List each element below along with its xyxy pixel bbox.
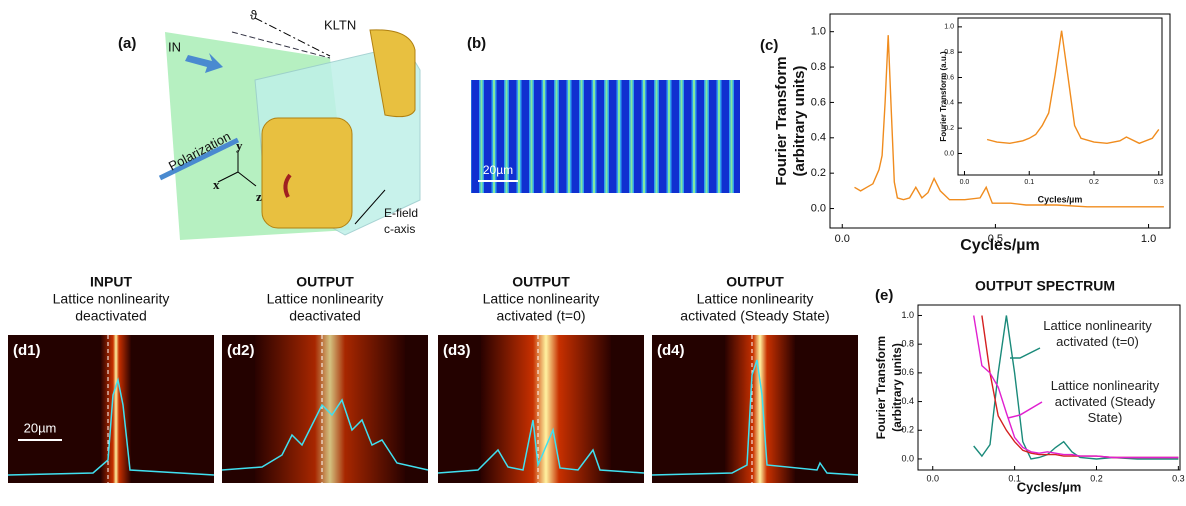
panel-label: (e) <box>875 287 893 304</box>
panel-label: (b) <box>467 35 486 52</box>
x-tick-label: 0.2 <box>1090 473 1103 483</box>
x-tick-label: 0.3 <box>1172 473 1185 483</box>
y-tick-label: 0.8 <box>901 339 914 349</box>
series-annotation: Lattice nonlinearity activated (t=0) <box>1043 318 1152 349</box>
panel-tag: (d4) <box>657 342 685 359</box>
plot-frame <box>917 304 1181 471</box>
y-tick-label: 0.6 <box>901 367 914 377</box>
intensity-profile <box>7 377 215 476</box>
x-axis-label: Cycles/µm <box>1038 194 1083 204</box>
series-annotation: Lattice nonlinearity activated (Steady S… <box>1050 378 1160 425</box>
y-tick-label: 0.0 <box>944 150 954 157</box>
x-axis-label: Cycles/µm <box>1017 479 1082 494</box>
x-tick-label: 0.0 <box>926 473 939 483</box>
y-axis-label: (arbitrary units) <box>890 343 904 432</box>
crystal-label: KLTN <box>324 17 356 32</box>
panel-title: Lattice nonlinearity <box>697 291 814 307</box>
panel-title: deactivated <box>289 308 361 324</box>
panel-title: deactivated <box>75 308 147 324</box>
x-tick-label: 1.0 <box>1141 233 1156 245</box>
beam-image <box>7 335 215 483</box>
x-tick-label: 0.1 <box>1008 473 1021 483</box>
x-tick-label: 0.1 <box>1024 179 1034 186</box>
y-tick-label: 1.0 <box>811 26 826 38</box>
data-line <box>986 30 1160 145</box>
chart-title: OUTPUT SPECTRUM <box>975 278 1115 294</box>
input-label: IN <box>168 39 181 54</box>
beam-band <box>255 335 405 483</box>
scale-label: 20µm <box>24 420 57 435</box>
panel-tag: (d3) <box>443 342 471 359</box>
y-tick-label: 1.0 <box>901 310 914 320</box>
beam-image <box>437 335 645 483</box>
annotation-arrow <box>1007 401 1043 419</box>
setup-drawing <box>158 17 421 240</box>
data-line <box>854 35 1164 208</box>
intensity-profile <box>437 419 645 474</box>
y-axis-label: Fourier Transform (a.u.) <box>939 51 948 142</box>
y-tick-label: 0.0 <box>901 453 914 463</box>
field-label: c-axis <box>384 222 415 236</box>
panel-tag: (d2) <box>227 342 255 359</box>
panel-label: (c) <box>760 37 778 54</box>
y-tick-label: 0.8 <box>944 49 954 56</box>
panel-title: OUTPUT <box>726 274 784 290</box>
x-tick-label: 0.5 <box>988 233 1003 245</box>
data-line <box>973 315 1179 459</box>
intensity-profile <box>221 398 429 471</box>
panel-title: INPUT <box>90 274 132 290</box>
y-axis-label: Fourier Transform <box>773 56 790 185</box>
beam-band <box>101 335 131 483</box>
y-axis-label: (arbitrary units) <box>791 66 808 177</box>
beam-image <box>651 335 859 483</box>
interference-image <box>471 80 740 193</box>
y-tick-label: 0.2 <box>811 167 826 179</box>
y-tick-label: 1.0 <box>944 24 954 31</box>
y-tick-label: 0.4 <box>811 132 826 144</box>
axis-label: x <box>213 177 220 192</box>
y-tick-label: 0.2 <box>901 425 914 435</box>
angle-label: ϑ <box>250 7 258 22</box>
beam-band <box>725 335 795 483</box>
y-tick-label: 0.2 <box>944 125 954 132</box>
panel-title: Lattice nonlinearity <box>267 291 384 307</box>
x-tick-label: 0.0 <box>960 179 970 186</box>
y-tick-label: 0.6 <box>944 74 954 81</box>
panel-title: OUTPUT <box>296 274 354 290</box>
axis-label: z <box>256 189 262 204</box>
panel-label: (a) <box>118 35 136 52</box>
axis-label: y <box>236 138 243 153</box>
beam-band <box>481 335 611 483</box>
annotation-arrow <box>1010 347 1041 359</box>
scale-label: 20µm <box>483 163 513 177</box>
y-tick-label: 0.4 <box>944 100 954 107</box>
y-tick-label: 0.4 <box>901 396 914 406</box>
panel-title: Lattice nonlinearity <box>483 291 600 307</box>
x-tick-label: 0.3 <box>1154 179 1164 186</box>
x-tick-label: 0.2 <box>1089 179 1099 186</box>
beam-image <box>221 335 429 483</box>
panel-title: activated (Steady State) <box>680 308 829 324</box>
y-tick-label: 0.8 <box>811 61 826 73</box>
intensity-profile <box>651 359 859 476</box>
y-tick-label: 0.0 <box>811 202 826 214</box>
y-axis-label: Fourier Transform <box>874 336 888 439</box>
panel-title: Lattice nonlinearity <box>53 291 170 307</box>
y-tick-label: 0.6 <box>811 96 826 108</box>
field-label: E-field <box>384 206 418 220</box>
x-tick-label: 0.0 <box>835 233 850 245</box>
panel-title: activated (t=0) <box>496 308 585 324</box>
x-axis-label: Cycles/µm <box>960 237 1039 254</box>
panel-title: OUTPUT <box>512 274 570 290</box>
panel-tag: (d1) <box>13 342 41 359</box>
